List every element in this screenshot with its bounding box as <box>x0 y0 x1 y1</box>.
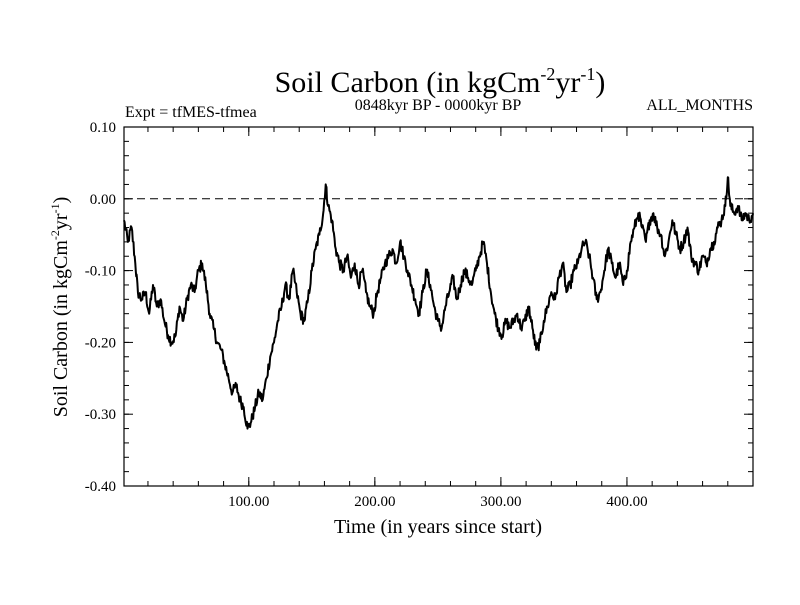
plot-frame <box>123 126 754 487</box>
y-tick-label: 0.00 <box>90 192 116 208</box>
plot-area: 0.10 0.00 -0.10 -0.20 -0.30 -0.40 100.00 200.00… <box>85 120 754 510</box>
x-tick-label: 100.00 <box>228 494 269 510</box>
x-tick-label: 200.00 <box>354 494 395 510</box>
x-axis-label: Time (in years since start) <box>334 516 542 538</box>
ylabel-end: ) <box>50 197 72 204</box>
x-tick-label: 400.00 <box>606 494 647 510</box>
title-main: Soil Carbon (in kgCm <box>275 66 541 99</box>
title-sup-1: -2 <box>540 64 555 84</box>
series-line-soil-carbon <box>123 176 754 430</box>
title-sup-2: -1 <box>580 64 595 84</box>
ylabel-main: Soil Carbon (in kgCm <box>50 240 72 418</box>
y-axis-label: Soil Carbon (in kgCm-2yr-1) <box>48 197 72 418</box>
x-tick-label: 300.00 <box>480 494 521 510</box>
subtitle-time-range: 0848kyr BP - 0000kyr BP <box>355 97 522 114</box>
ylabel-sup-1: -2 <box>48 230 62 240</box>
y-tick-label: -0.30 <box>85 407 116 423</box>
y-tick-label: -0.10 <box>85 264 116 280</box>
title-end: ) <box>595 66 605 99</box>
y-tick-label: 0.10 <box>90 120 116 136</box>
subtitle-months: ALL_MONTHS <box>646 97 753 114</box>
title-mid: yr <box>555 66 580 99</box>
y-tick-label: -0.40 <box>85 479 116 495</box>
ylabel-sup-2: -1 <box>48 203 62 213</box>
chart-title: Soil Carbon (in kgCm-2yr-1) <box>275 64 606 99</box>
ylabel-mid: yr <box>50 213 72 230</box>
subtitle-experiment: Expt = tfMES-tfmea <box>125 104 257 121</box>
y-tick-label: -0.20 <box>85 335 116 351</box>
